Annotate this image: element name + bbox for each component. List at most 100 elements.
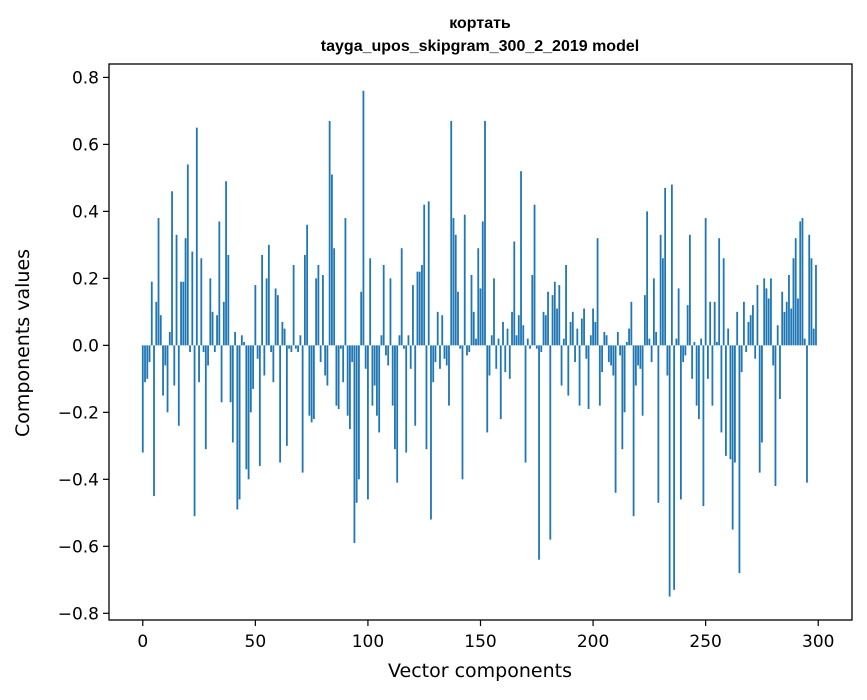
bar-264	[736, 311, 739, 346]
bar-289	[792, 258, 795, 346]
bar-67	[292, 264, 295, 346]
bar-54	[263, 345, 266, 376]
bar-219	[634, 345, 637, 386]
bar-187	[562, 338, 565, 346]
bar-61	[279, 345, 282, 463]
bar-213	[621, 345, 624, 450]
bar-270	[749, 315, 752, 346]
bar-221	[639, 345, 642, 369]
bar-1	[144, 345, 146, 383]
bar-206	[605, 335, 608, 346]
bar-190	[569, 321, 572, 346]
bar-246	[695, 345, 698, 406]
bar-198	[587, 345, 590, 409]
bar-155	[490, 335, 493, 346]
bar-34	[218, 221, 221, 346]
bar-156	[493, 278, 495, 346]
bar-177	[540, 345, 543, 353]
bar-94	[353, 345, 356, 543]
bar-163	[508, 345, 511, 379]
bar-212	[619, 345, 621, 356]
bar-274	[758, 345, 761, 473]
bar-234	[668, 345, 671, 597]
bar-129	[432, 345, 435, 383]
bar-216	[628, 328, 631, 346]
bar-8	[159, 315, 162, 346]
bar-284	[781, 291, 784, 346]
bar-75	[310, 345, 313, 423]
bar-178	[542, 311, 545, 346]
bar-37	[225, 181, 227, 346]
bar-205	[603, 331, 606, 346]
bar-282	[776, 325, 779, 346]
bar-26	[200, 258, 203, 346]
bar-16	[177, 345, 180, 426]
bar-60	[276, 295, 279, 346]
bar-291	[797, 298, 799, 346]
bar-157	[495, 345, 498, 369]
bar-171	[526, 338, 529, 346]
bar-207	[607, 345, 610, 363]
bar-38	[227, 254, 230, 346]
bar-138	[452, 218, 455, 346]
bar-149	[477, 248, 480, 346]
bar-218	[632, 345, 635, 517]
bar-193	[576, 328, 579, 346]
bar-297	[810, 258, 813, 346]
bar-244	[691, 345, 694, 379]
bar-260	[727, 328, 730, 346]
bar-299	[815, 264, 817, 346]
y-tick-label: 0.0	[72, 336, 99, 356]
bar-51	[256, 345, 259, 359]
bar-105	[378, 345, 381, 433]
bar-57	[270, 345, 273, 353]
bar-55	[265, 278, 268, 346]
bar-231	[661, 258, 664, 346]
bar-20	[186, 164, 189, 346]
bar-225	[648, 338, 651, 346]
bar-35	[220, 345, 223, 403]
bar-165	[513, 241, 516, 346]
bar-275	[761, 345, 763, 443]
bar-112	[394, 345, 396, 450]
bar-268	[745, 345, 748, 353]
bar-2	[146, 345, 149, 379]
bar-278	[767, 298, 770, 346]
bar-215	[625, 342, 628, 346]
bar-162	[506, 328, 509, 346]
bar-222	[641, 345, 644, 416]
bar-240	[682, 345, 685, 363]
bar-121	[414, 345, 417, 426]
bar-184	[556, 308, 558, 346]
bar-204	[601, 345, 603, 373]
bar-243	[688, 234, 691, 346]
bar-230	[659, 234, 662, 346]
bar-56	[267, 244, 270, 346]
bar-45	[243, 342, 245, 346]
bar-80	[321, 275, 324, 346]
x-axis-ticks: 0 50 100 150 200 250 300	[137, 620, 834, 652]
bar-262	[731, 345, 734, 530]
bar-253	[711, 345, 714, 406]
bar-290	[794, 238, 797, 346]
bar-263	[734, 345, 736, 463]
bar-77	[315, 278, 318, 346]
bar-128	[430, 345, 432, 520]
bar-209	[612, 345, 615, 376]
bar-59	[274, 288, 277, 346]
bar-279	[770, 278, 772, 346]
bar-22	[191, 251, 194, 346]
bar-66	[290, 345, 293, 353]
bar-27	[202, 345, 205, 353]
bar-84	[330, 174, 333, 346]
bar-172	[529, 345, 531, 349]
plot-area-frame	[108, 63, 853, 621]
bar-229	[657, 345, 660, 503]
bar-125	[423, 204, 426, 346]
bar-185	[558, 285, 561, 346]
bar-41	[234, 331, 236, 346]
bar-88	[340, 345, 342, 349]
bar-65	[288, 345, 291, 349]
bar-255	[716, 342, 718, 346]
